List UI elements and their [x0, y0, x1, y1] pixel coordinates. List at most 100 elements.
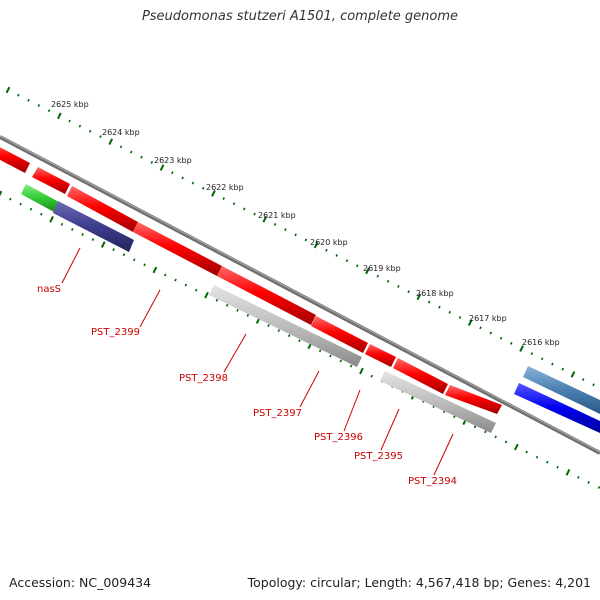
inner-tick-ring — [0, 190, 600, 489]
gene-label-pst-2397[interactable]: PST_2397 — [253, 408, 302, 419]
minor-tick — [81, 233, 84, 236]
minor-tick — [287, 334, 291, 338]
minor-tick — [499, 336, 503, 340]
minor-tick — [194, 288, 198, 292]
minor-tick — [222, 197, 225, 201]
gene-label-nass[interactable]: nasS — [37, 284, 61, 295]
minor-tick — [40, 212, 43, 216]
minor-tick — [458, 316, 462, 319]
major-tick — [5, 86, 11, 94]
minor-tick — [122, 253, 126, 257]
major-tick — [313, 241, 319, 249]
minor-tick — [551, 362, 554, 366]
minor-tick — [181, 176, 184, 180]
minor-tick — [376, 274, 380, 278]
feature-dark[interactable] — [53, 201, 134, 252]
minor-tick — [407, 290, 410, 294]
gene-forward[interactable] — [0, 142, 30, 173]
gene-reverse[interactable] — [380, 371, 496, 433]
minor-tick — [133, 258, 136, 262]
minor-tick — [540, 357, 544, 361]
minor-tick — [355, 264, 359, 268]
gene-label-pst-2395[interactable]: PST_2395 — [354, 451, 403, 462]
minor-tick — [184, 283, 188, 287]
genome-stats-label: Topology: circular; Length: 4,567,418 bp… — [247, 575, 591, 590]
feature-blue[interactable] — [514, 383, 600, 433]
minor-tick — [191, 181, 195, 185]
gene-forward[interactable] — [365, 344, 396, 367]
minor-tick — [68, 119, 71, 123]
gene-reverse[interactable] — [209, 285, 362, 367]
major-tick — [262, 215, 268, 223]
minor-tick — [386, 279, 390, 283]
gene-forward[interactable] — [67, 186, 138, 232]
gene-forward[interactable] — [217, 266, 316, 325]
major-tick — [159, 164, 165, 171]
kbp-label: 2621 kbp — [258, 211, 296, 220]
minor-tick — [171, 171, 174, 175]
major-tick — [108, 138, 114, 146]
kbp-label: 2624 kbp — [102, 128, 140, 137]
minor-tick — [37, 104, 41, 107]
minor-tick — [530, 352, 534, 356]
minor-tick — [339, 359, 343, 363]
minor-tick — [91, 238, 95, 241]
minor-tick — [284, 228, 287, 232]
kbp-label: 2618 kbp — [416, 289, 454, 298]
major-tick — [211, 190, 216, 197]
major-tick — [570, 371, 576, 378]
gene-forward[interactable] — [393, 358, 448, 394]
gene-label-pst-2396[interactable]: PST_2396 — [314, 432, 363, 443]
minor-tick — [246, 314, 250, 317]
minor-tick — [473, 425, 477, 429]
major-tick — [416, 293, 422, 301]
major-tick — [57, 112, 62, 120]
kbp-label: 2620 kbp — [310, 238, 348, 247]
minor-tick — [71, 227, 74, 231]
minor-tick — [448, 310, 451, 314]
kbp-label: 2617 kbp — [469, 314, 507, 323]
accession-label: Accession: NC_009434 — [9, 575, 152, 590]
minor-tick — [525, 450, 528, 454]
genome-backbone-highlight — [0, 135, 600, 453]
minor-tick — [304, 238, 308, 242]
minor-tick — [370, 374, 374, 378]
minor-tick — [397, 285, 400, 288]
kbp-label: 2625 kbp — [51, 100, 89, 109]
minor-tick — [215, 298, 219, 302]
minor-tick — [47, 109, 51, 113]
minor-tick — [130, 150, 133, 154]
gene-label-pst-2399[interactable]: PST_2399 — [91, 327, 140, 338]
major-tick — [204, 291, 209, 299]
minor-tick — [479, 326, 482, 330]
minor-tick — [225, 303, 229, 307]
gene-label-pst-2394[interactable]: PST_2394 — [408, 476, 457, 487]
minor-tick — [325, 248, 328, 252]
kbp-labels: 2625 kbp 2624 kbp 2623 kbp 2622 kbp 2621… — [51, 100, 560, 347]
minor-tick — [494, 435, 497, 439]
minor-tick — [349, 364, 353, 368]
gene-forward[interactable] — [445, 385, 502, 414]
gene-forward[interactable] — [133, 222, 222, 276]
gene-label-pst-2398[interactable]: PST_2398 — [179, 373, 228, 384]
major-tick — [359, 367, 364, 375]
minor-tick — [27, 98, 30, 102]
map-title: Pseudomonas stutzeri A1501, complete gen… — [141, 9, 459, 24]
major-tick — [519, 345, 524, 352]
gene-forward[interactable] — [32, 167, 70, 194]
minor-tick — [294, 233, 297, 237]
feature-steel[interactable] — [523, 366, 600, 414]
minor-tick — [112, 248, 115, 252]
minor-tick — [592, 383, 595, 387]
minor-tick — [597, 486, 600, 489]
minor-tick — [267, 324, 270, 327]
rna-gene[interactable] — [21, 184, 59, 212]
minor-tick — [88, 129, 92, 133]
minor-tick — [298, 339, 301, 343]
minor-tick — [78, 124, 82, 128]
gene-forward[interactable] — [311, 316, 368, 353]
minor-tick — [577, 475, 580, 479]
minor-tick — [201, 186, 205, 190]
minor-tick — [510, 341, 513, 345]
minor-tick — [150, 160, 154, 164]
